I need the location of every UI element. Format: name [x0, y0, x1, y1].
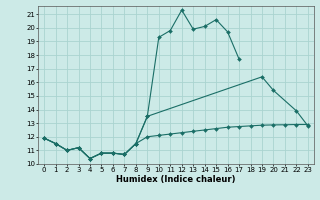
- X-axis label: Humidex (Indice chaleur): Humidex (Indice chaleur): [116, 175, 236, 184]
